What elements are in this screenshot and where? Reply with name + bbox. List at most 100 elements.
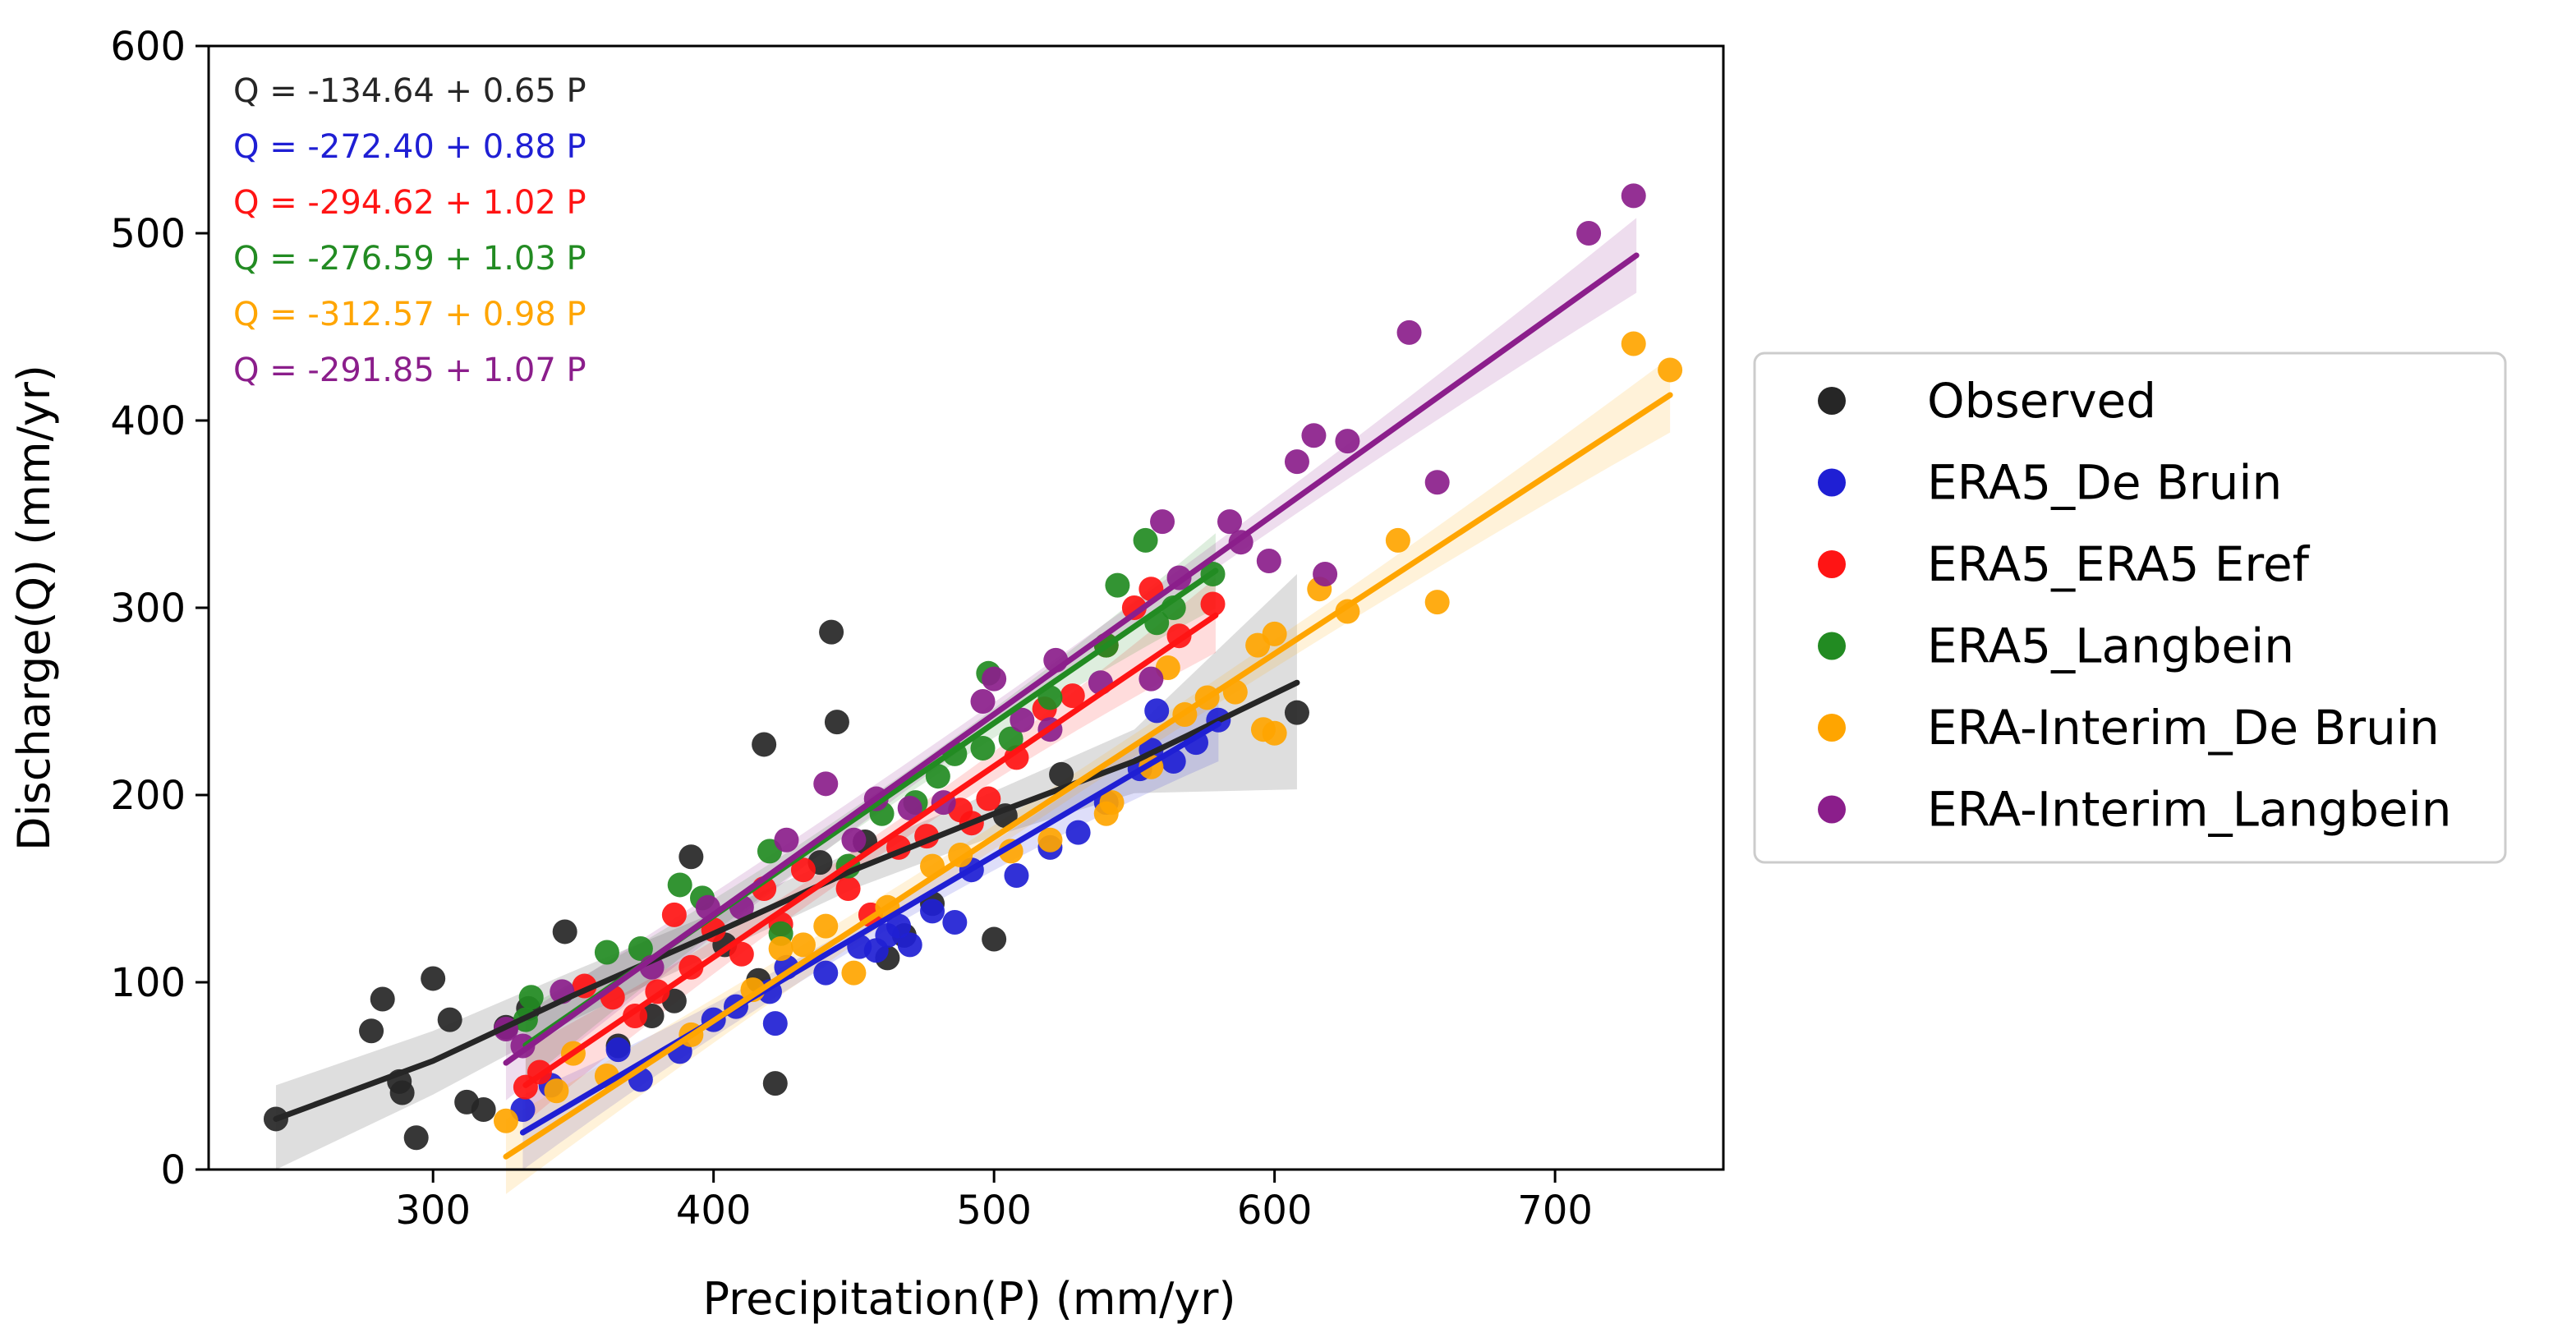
point-era-interim-de-bruin-29 (1424, 590, 1450, 615)
point-era-interim-de-bruin-16 (1099, 790, 1125, 816)
point-era5-langbein-13 (970, 736, 996, 761)
x-axis-title: Precipitation(P) (mm/yr) (702, 1273, 1235, 1325)
point-era5-langbein-4 (667, 872, 692, 898)
point-observed-16 (678, 844, 704, 870)
point-era5-langbein-2 (594, 940, 619, 965)
fit-line-era-interim-langbein (503, 252, 1640, 1066)
point-era5-de-bruin-19 (1004, 863, 1029, 889)
x-tick-label-400: 400 (676, 1188, 752, 1234)
x-tick-label-600: 600 (1237, 1188, 1313, 1234)
equation-era5-era5-eref: Q = -294.62 + 1.02 P (233, 184, 586, 222)
point-era5-langbein-19 (1133, 527, 1158, 553)
point-era5-era5-eref-27 (1200, 591, 1226, 617)
point-observed-5 (403, 1125, 429, 1151)
legend-label-era5-de-bruin: ERA5_De Bruin (1927, 455, 2282, 511)
legend-label-era-interim-langbein: ERA-Interim_Langbein (1927, 782, 2451, 838)
point-era5-de-bruin-25 (1144, 698, 1170, 724)
point-observed-22 (819, 619, 844, 645)
y-axis-ticks: 0 100 200 300 400 500 600 (110, 24, 209, 1193)
point-era5-de-bruin-8 (762, 1011, 788, 1036)
point-era-interim-de-bruin-24 (1262, 621, 1287, 646)
equation-era5-de-bruin: Q = -272.40 + 0.88 P (233, 128, 586, 166)
point-era-interim-langbein-19 (1150, 509, 1175, 535)
point-era-interim-langbein-25 (1301, 423, 1327, 448)
point-era-interim-langbein-28 (1396, 319, 1422, 345)
point-era5-langbein-15 (998, 726, 1024, 751)
point-observed-6 (421, 966, 446, 991)
point-era-interim-langbein-31 (1621, 183, 1646, 209)
x-tick-label-300: 300 (395, 1188, 471, 1234)
point-era-interim-de-bruin-25 (1262, 720, 1287, 746)
point-era-interim-langbein-29 (1424, 470, 1450, 495)
legend-label-era5-langbein: ERA5_Langbein (1927, 618, 2294, 674)
x-tick-label-700: 700 (1517, 1188, 1593, 1234)
point-era-interim-de-bruin-14 (1037, 827, 1063, 853)
point-era-interim-langbein-30 (1576, 221, 1602, 246)
point-era-interim-langbein-27 (1335, 429, 1360, 454)
point-era5-era5-eref-12 (790, 857, 816, 883)
x-tick-label-500: 500 (956, 1188, 1032, 1234)
fit-line-era5-era5-eref (522, 612, 1219, 1088)
point-era5-langbein-1 (518, 985, 544, 1010)
y-tick-label-200: 200 (110, 773, 186, 819)
point-era-interim-de-bruin-6 (768, 935, 794, 961)
fit-line-era-interim-de-bruin (503, 392, 1673, 1160)
point-era-interim-de-bruin-7 (790, 932, 816, 958)
point-era5-langbein-3 (628, 935, 653, 961)
point-era5-de-bruin-10 (813, 960, 839, 986)
y-tick-label-0: 0 (160, 1147, 186, 1193)
point-era5-era5-eref-20 (1004, 745, 1029, 770)
point-observed-30 (1049, 761, 1074, 787)
point-era-interim-langbein-23 (1256, 549, 1281, 573)
point-era-interim-langbein-13 (982, 666, 1007, 692)
equation-era-interim-de-bruin: Q = -312.57 + 0.98 P (233, 296, 586, 333)
point-era5-de-bruin-14 (886, 913, 912, 939)
point-era-interim-langbein-21 (1217, 509, 1242, 535)
legend-label-observed: Observed (1927, 373, 2156, 429)
point-era5-langbein-11 (925, 764, 950, 789)
legend: Observed ERA5_De Bruin ERA5_ERA5 Eref ERA5_… (1753, 352, 2507, 864)
point-observed-7 (437, 1007, 462, 1032)
legend-marker-era5-langbein (1818, 632, 1846, 660)
y-tick-label-100: 100 (110, 960, 186, 1006)
point-era5-era5-eref-6 (661, 902, 687, 927)
legend-marker-era-interim-langbein (1818, 795, 1846, 824)
point-era5-de-bruin-15 (897, 932, 922, 958)
point-observed-31 (1284, 700, 1309, 725)
legend-label-era-interim-de-bruin: ERA-Interim_De Bruin (1927, 700, 2440, 756)
point-era-interim-langbein-24 (1284, 449, 1309, 475)
legend-marker-era5-era5-eref (1818, 550, 1846, 578)
point-era-interim-langbein-6 (774, 827, 799, 853)
legend-frame (1753, 352, 2507, 864)
point-era5-era5-eref-13 (835, 876, 861, 901)
point-era-interim-langbein-7 (813, 771, 839, 797)
point-era5-era5-eref-24 (1121, 595, 1147, 620)
point-era-interim-de-bruin-31 (1658, 357, 1683, 383)
equation-era-interim-langbein: Q = -291.85 + 1.07 P (233, 352, 586, 389)
fit-line-era5-de-bruin (519, 720, 1221, 1136)
point-era-interim-de-bruin-8 (813, 913, 839, 939)
legend-marker-era-interim-de-bruin (1818, 714, 1846, 742)
point-era-interim-de-bruin-30 (1621, 331, 1646, 356)
legend-label-era5-era5-eref: ERA5_ERA5 Eref (1927, 536, 2311, 592)
y-tick-label-300: 300 (110, 586, 186, 632)
point-observed-20 (762, 1071, 788, 1096)
point-observed-19 (752, 732, 777, 757)
y-tick-label-600: 600 (110, 24, 186, 70)
point-era-interim-de-bruin-0 (493, 1108, 518, 1133)
point-era5-de-bruin-17 (942, 910, 968, 935)
x-axis-ticks: 300 400 500 600 700 (395, 1170, 1593, 1234)
point-era5-de-bruin-2 (605, 1037, 631, 1063)
point-observed-1 (359, 1018, 384, 1044)
point-era-interim-de-bruin-28 (1385, 527, 1410, 553)
point-era5-de-bruin-16 (920, 898, 945, 924)
point-era-interim-de-bruin-1 (544, 1078, 569, 1104)
point-era-interim-langbein-14 (1010, 707, 1035, 733)
point-era-interim-de-bruin-9 (841, 960, 867, 986)
point-era-interim-langbein-26 (1313, 561, 1338, 586)
regression-equations: Q = -134.64 + 0.65 P Q = -272.40 + 0.88 P… (233, 72, 586, 389)
equation-era5-langbein: Q = -276.59 + 1.03 P (233, 240, 586, 278)
point-era-interim-langbein-18 (1138, 666, 1164, 692)
point-observed-4 (389, 1080, 415, 1105)
